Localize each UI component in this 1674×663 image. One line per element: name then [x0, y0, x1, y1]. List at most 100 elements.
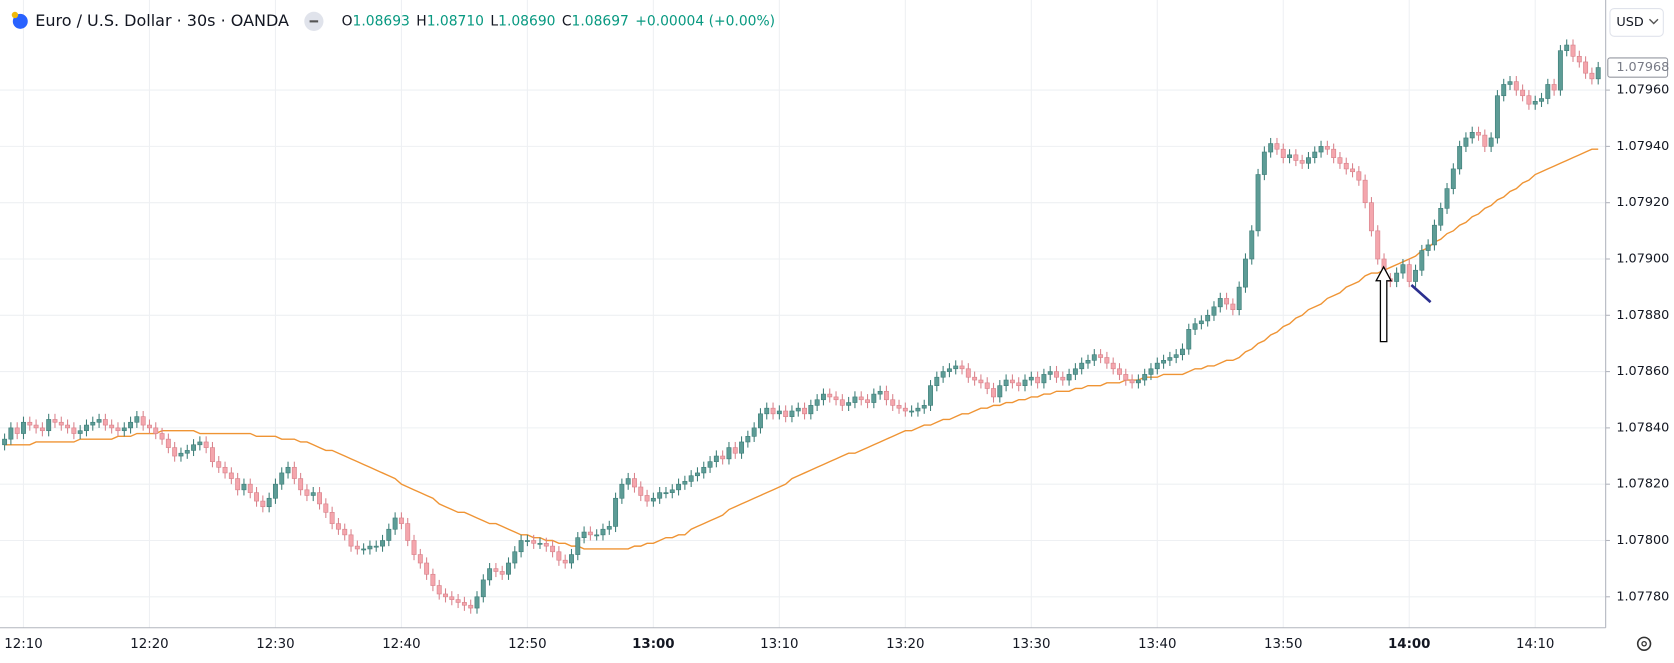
y-tick-label: 1.07960 — [1616, 83, 1669, 98]
candle-body — [153, 427, 159, 434]
last-price-box — [1607, 57, 1669, 78]
candle-body — [279, 472, 285, 485]
candle-body — [1494, 95, 1500, 139]
candle-body — [1520, 89, 1526, 97]
candle-body — [858, 396, 864, 401]
candle-body — [770, 407, 776, 415]
candle-body — [1438, 208, 1444, 226]
candle-body — [695, 472, 700, 477]
candle-body — [1557, 50, 1563, 91]
candle-body — [2, 438, 8, 446]
candle-body — [1425, 244, 1431, 251]
candle-body — [1419, 250, 1425, 271]
candle-body — [14, 427, 20, 434]
candle-body — [46, 419, 52, 432]
candle-body — [1060, 376, 1066, 381]
candle-body — [632, 478, 637, 488]
candle-body — [33, 424, 39, 429]
candle-body — [1041, 374, 1047, 384]
candle-body — [367, 545, 373, 550]
candle-body — [342, 528, 348, 536]
candle-body — [928, 385, 933, 406]
candle-body — [228, 472, 234, 479]
candle-body — [317, 492, 322, 505]
candle-body — [726, 447, 732, 460]
candle-body — [1180, 348, 1185, 356]
arrow-annotation[interactable] — [1375, 265, 1393, 343]
candle-body — [1539, 98, 1544, 102]
candle-body — [953, 365, 959, 370]
candle-body — [71, 427, 77, 434]
candle-body — [1444, 188, 1450, 209]
y-tick-label: 1.07840 — [1616, 420, 1669, 435]
candle-body — [1287, 154, 1293, 158]
candle-body — [619, 483, 625, 499]
candle-body — [739, 441, 745, 454]
moving-average-line — [4, 148, 1599, 550]
candle-body — [1576, 55, 1582, 63]
candle-body — [1513, 81, 1519, 91]
candle-body — [587, 531, 593, 536]
candle-body — [594, 534, 600, 537]
candle-body — [1501, 84, 1507, 97]
candle-body — [1457, 146, 1463, 170]
trend-line-annotation[interactable] — [1410, 284, 1432, 304]
y-tick-label: 1.07780 — [1616, 589, 1669, 604]
candle-body — [1217, 298, 1223, 308]
candle-body — [1117, 368, 1122, 375]
candle-body — [222, 466, 228, 474]
candle-body — [1142, 374, 1148, 381]
legend-label: H — [416, 13, 426, 29]
candle-body — [1324, 146, 1330, 150]
x-tick-label: 14:00 — [1388, 637, 1430, 652]
header: Euro / U.S. Dollar · 30s · OANDA O1.0869… — [11, 11, 775, 31]
candle-body — [902, 407, 908, 412]
candle-body — [1022, 379, 1028, 386]
candle-body — [241, 483, 247, 491]
candle-body — [474, 596, 480, 609]
candle-body — [833, 396, 839, 401]
candle-body — [1261, 151, 1267, 175]
candle-body — [550, 545, 556, 553]
candle-body — [348, 534, 354, 547]
candle-body — [613, 497, 619, 527]
candle-body — [1463, 137, 1469, 147]
candle-body — [789, 410, 795, 417]
currency-button[interactable] — [1609, 8, 1664, 37]
candle-body — [581, 531, 587, 538]
x-tick-label: 12:30 — [256, 637, 294, 652]
candle-body — [90, 421, 96, 426]
candle-body — [1450, 168, 1456, 189]
candle-body — [1186, 329, 1192, 350]
y-tick-label: 1.07920 — [1616, 195, 1669, 210]
candle-body — [1255, 174, 1261, 232]
candle-body — [209, 447, 215, 462]
candle-body — [493, 568, 499, 572]
candle-body — [1299, 160, 1305, 164]
candle-body — [1224, 298, 1230, 305]
candle-body — [1249, 230, 1255, 260]
candle-body — [688, 475, 694, 482]
candle-body — [323, 503, 329, 513]
ohlc-legend: O1.08693 H1.08710 L1.08690 C1.08697 +0.00004… — [342, 13, 775, 29]
last-price-label: 1.07968 — [1616, 60, 1669, 75]
candle-body — [1104, 357, 1110, 364]
candle-body — [827, 393, 833, 398]
settings-button[interactable] — [1636, 636, 1652, 651]
candle-body — [978, 379, 984, 384]
x-tick-label: 13:30 — [1012, 637, 1050, 652]
candle-body — [298, 478, 304, 491]
x-tick-label: 13:40 — [1138, 637, 1176, 652]
candle-body — [1413, 269, 1418, 282]
candle-body — [1167, 357, 1173, 361]
candle-body — [518, 540, 524, 553]
candle-body — [449, 596, 455, 600]
y-tick-label: 1.07900 — [1616, 251, 1669, 266]
x-tick-label: 12:40 — [382, 637, 420, 652]
candle-body — [1091, 354, 1097, 361]
candle-body — [625, 478, 631, 485]
candle-body — [1198, 320, 1204, 325]
settings-icon — [1641, 640, 1647, 647]
